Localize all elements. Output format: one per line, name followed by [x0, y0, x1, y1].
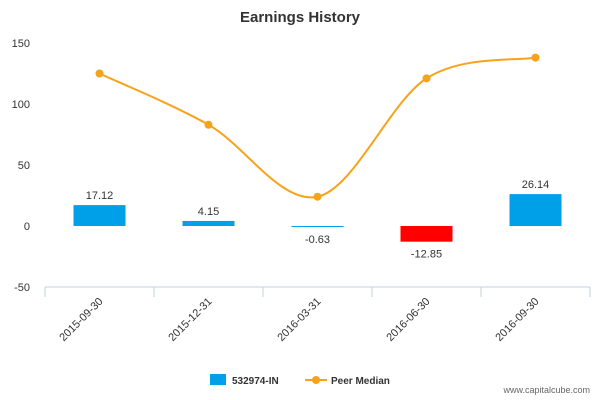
y-tick-label: 50 [18, 160, 30, 172]
data-label: -0.63 [305, 234, 330, 246]
legend-marker [312, 376, 320, 384]
y-tick-label: -50 [14, 282, 30, 294]
data-label: 17.12 [86, 190, 114, 202]
x-tick-label: 2016-09-30 [493, 296, 541, 344]
peer-median-point [204, 120, 213, 129]
legend-swatch-bar [210, 374, 226, 385]
data-labels: 17.12 4.15 -0.63 -12.85 26.14 [86, 179, 550, 261]
bar [73, 205, 126, 226]
chart-title: Earnings History [240, 9, 361, 26]
x-tick-label: 2015-12-31 [166, 296, 214, 344]
peer-median-line [99, 56, 536, 199]
legend-label-532974-in: 532974-IN [232, 376, 279, 387]
credit-text: www.capitalcube.com [502, 385, 590, 395]
legend[interactable]: 532974-IN Peer Median [210, 374, 390, 387]
bar [400, 226, 453, 242]
data-label: 4.15 [198, 206, 219, 218]
peer-median-point [531, 53, 540, 62]
peer-median-point [95, 69, 104, 78]
legend-label-peer-median: Peer Median [331, 376, 390, 387]
peer-median-point [313, 192, 322, 201]
x-tick-label: 2016-06-30 [384, 296, 432, 344]
bar [291, 226, 344, 227]
x-tick-label: 2016-03-31 [275, 296, 323, 344]
data-label: 26.14 [522, 179, 550, 191]
x-tick-label: 2015-09-30 [57, 296, 105, 344]
line-series [95, 53, 540, 201]
peer-median-point [422, 74, 431, 83]
y-tick-label: 100 [12, 99, 30, 111]
data-label: -12.85 [411, 249, 442, 261]
bar [182, 220, 235, 226]
bar-series [73, 194, 562, 242]
bar [509, 194, 562, 226]
y-tick-label: 0 [24, 221, 30, 233]
y-tick-label: 150 [12, 38, 30, 50]
